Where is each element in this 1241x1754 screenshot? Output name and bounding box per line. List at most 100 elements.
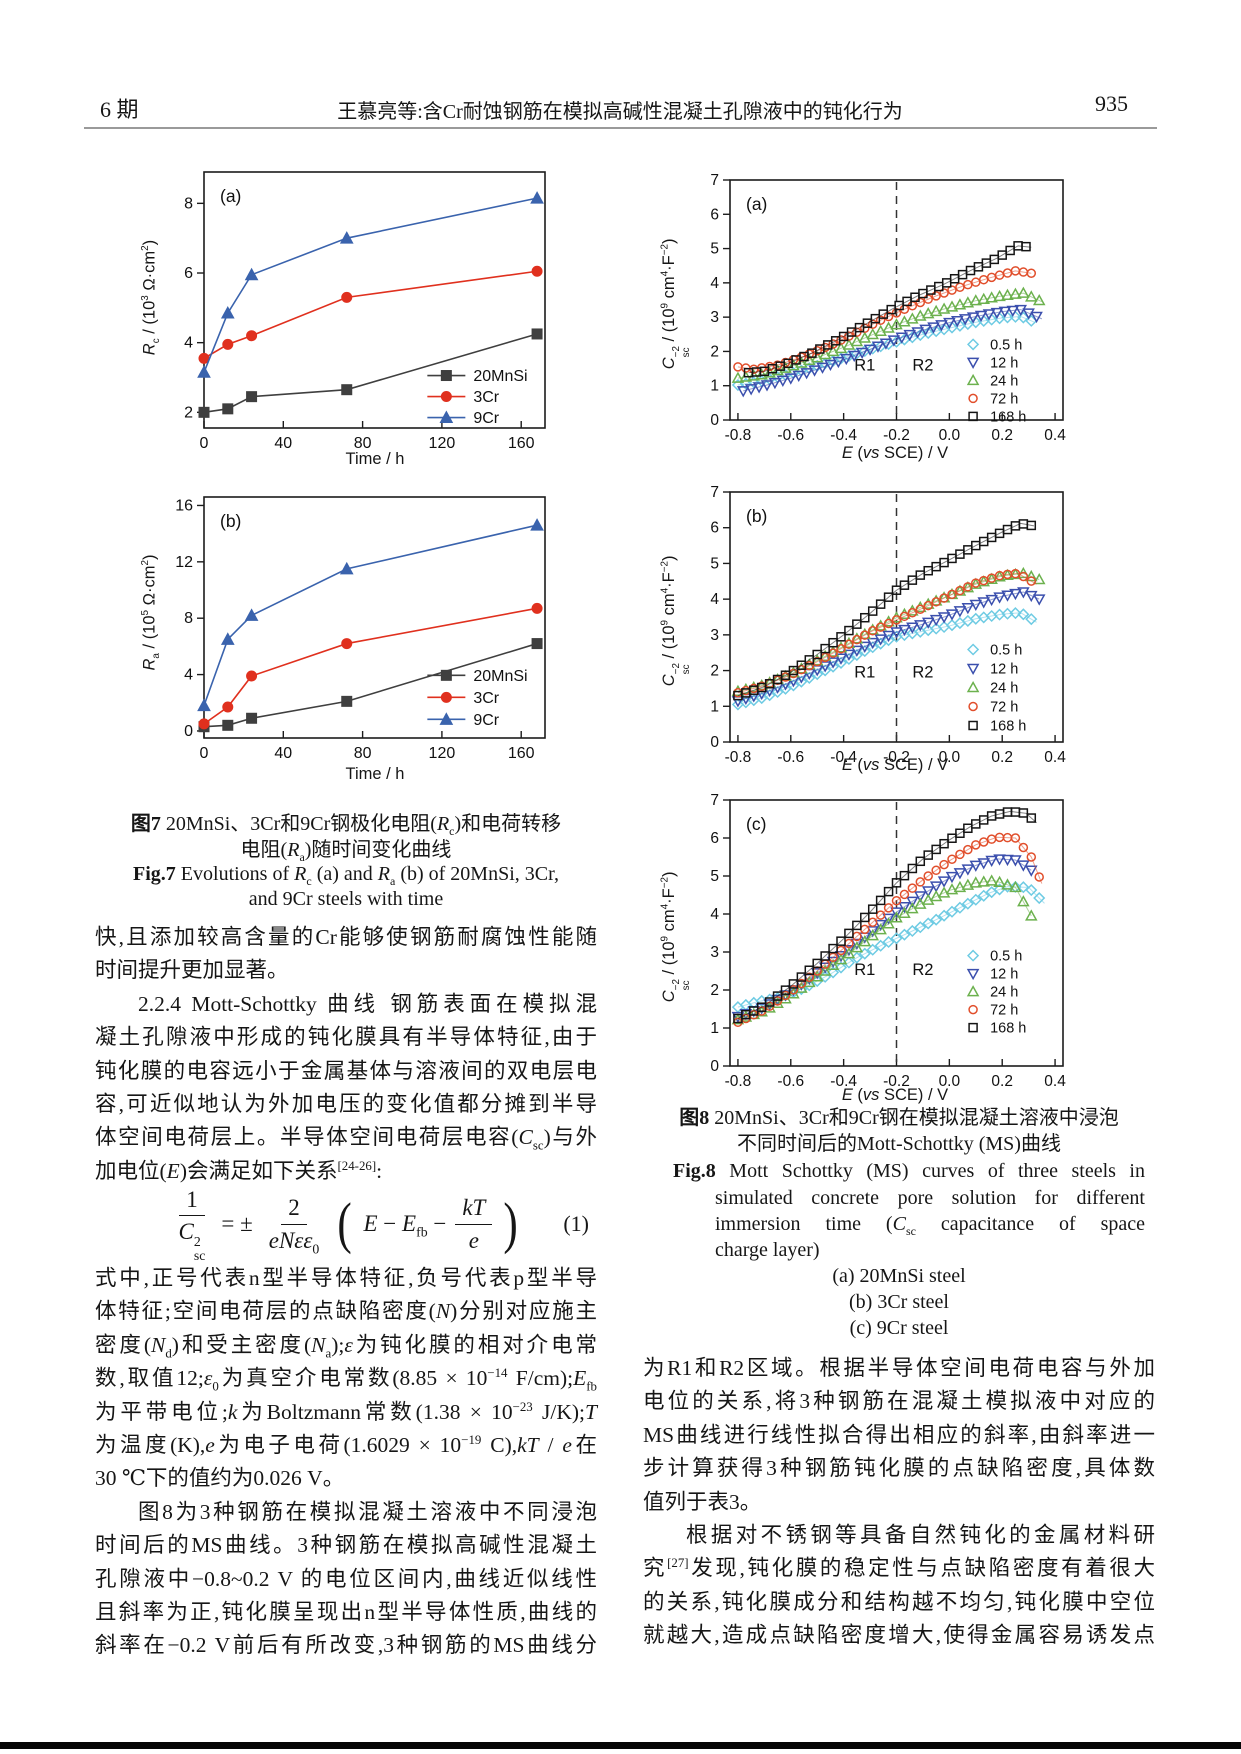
right-column-text: 为R1和R2区域。根据半导体空间电荷电容与外加 电位的关系,将3种钢筋在混凝土模拟… — [643, 1352, 1155, 1653]
svg-text:-0.6: -0.6 — [777, 749, 804, 766]
svg-text:40: 40 — [274, 745, 292, 762]
svg-text:0: 0 — [184, 723, 193, 740]
svg-text:0.0: 0.0 — [939, 427, 961, 444]
svg-text:2: 2 — [184, 404, 193, 421]
svg-text:-0.4: -0.4 — [830, 427, 857, 444]
svg-text:1: 1 — [710, 378, 719, 395]
svg-text:R2: R2 — [912, 961, 933, 979]
fig8b-mott-schottky-chart-3cr: -0.8 -0.6 -0.4 -0.2 0.0 0.2 0.4 0 1 2 3 4 5 6 7 R1 R2 (b)… — [660, 462, 1110, 768]
fig8-caption-en-line3: immersion time (Csc capacitance of space — [715, 1213, 1146, 1238]
fig7b-x-axis-label: Time / h — [345, 765, 405, 783]
fig7-caption-en-line1: Fig.7 Evolutions of Rc (a) and Ra (b) of… — [133, 863, 559, 888]
text-line: 步计算获得3种钢筋钝化膜的点缺陷密度,具体数 — [643, 1456, 1155, 1481]
header-page-number: 935 — [1095, 91, 1128, 116]
fig8c-y-axis-label: C −2 sc / (109 cm4·F−2) — [659, 871, 692, 1003]
fig8-caption-zh-line2: 不同时间后的Mott-Schottky (MS)曲线 — [737, 1133, 1061, 1155]
svg-text:72 h: 72 h — [990, 391, 1018, 407]
svg-text:-0.8: -0.8 — [725, 427, 752, 444]
equation-1: 1 C 2 sc = ± 2 eNεε0 ( E − Efb − kT e ) (1… — [95, 1186, 597, 1262]
svg-text:-0.8: -0.8 — [725, 1073, 752, 1090]
equation-lhs-numerator: 1 — [179, 1186, 205, 1216]
equation-equals-sign: = ± — [221, 1211, 253, 1236]
text-line: 加电位(E)会满足如下关系[24-26]: — [95, 1158, 383, 1183]
svg-text:6: 6 — [710, 206, 719, 223]
svg-text:0.4: 0.4 — [1044, 427, 1066, 444]
svg-text:5: 5 — [710, 868, 719, 885]
svg-text:0.2: 0.2 — [991, 1073, 1013, 1090]
svg-text:168 h: 168 h — [990, 1021, 1026, 1037]
left-column-text-b: 式中,正号代表n型半导体特征,负号代表p型半导 体特征;空间电荷层的点缺陷密度(N… — [95, 1262, 597, 1663]
fig8-caption-sub-b: (b) 3Cr steel — [849, 1291, 949, 1313]
svg-text:9Cr: 9Cr — [473, 410, 499, 427]
svg-text:7: 7 — [710, 792, 719, 809]
svg-text:24 h: 24 h — [990, 373, 1018, 389]
svg-text:3: 3 — [710, 944, 719, 961]
text-line: 值列于表3。 — [643, 1489, 762, 1514]
svg-text:R1: R1 — [854, 961, 875, 979]
equation-rhs-fraction: 2 eNεε0 — [262, 1194, 327, 1257]
svg-text:12 h: 12 h — [990, 662, 1018, 678]
svg-text:-0.8: -0.8 — [725, 749, 752, 766]
svg-text:R2: R2 — [912, 664, 933, 682]
svg-text:3Cr: 3Cr — [473, 389, 499, 406]
svg-text:R1: R1 — [854, 356, 875, 374]
svg-text:120: 120 — [429, 435, 456, 452]
svg-text:168 h: 168 h — [990, 409, 1026, 425]
fig8b-y-axis-label: C −2 sc / (109 cm4·F−2) — [659, 555, 692, 687]
text-line: 的关系,钝化膜成分和结构越不均匀,钝化膜中空位 — [643, 1589, 1155, 1614]
svg-text:4: 4 — [710, 906, 719, 923]
text-line: 体空间电荷层上。半导体空间电荷层电容(Csc)与外 — [95, 1125, 597, 1153]
fig8-caption-en-line1: Fig.8 Mott Schottky (MS) curves of three… — [673, 1160, 1145, 1182]
svg-text:(b): (b) — [220, 511, 241, 531]
text-line: 为温度(K),e为电子电荷(1.6029 × 10−19 C),kT / e在 — [95, 1432, 597, 1458]
svg-text:80: 80 — [354, 745, 372, 762]
equation-rhs-numerator: 2 — [281, 1194, 307, 1225]
equation-number: (1) — [563, 1211, 589, 1236]
svg-text:24 h: 24 h — [990, 681, 1018, 697]
text-line: 电位的关系,将3种钢筋在混凝土模拟液中对应的 — [643, 1389, 1155, 1414]
fig8-caption-sub-c: (c) 9Cr steel — [849, 1317, 949, 1339]
svg-text:0.0: 0.0 — [939, 1073, 961, 1090]
text-line: 30 ℃下的值约为0.026 V。 — [95, 1466, 345, 1491]
svg-text:9Cr: 9Cr — [473, 712, 499, 729]
svg-text:0.5 h: 0.5 h — [990, 643, 1022, 659]
svg-text:72 h: 72 h — [990, 1003, 1018, 1019]
equation-rhs-denominator: eNεε0 — [268, 1227, 320, 1257]
fig8c-x-axis-label: E (vs SCE) / V — [841, 1086, 949, 1104]
fig7-caption-zh-line1: 图7 20MnSi、3Cr和9Cr钢极化电阻(Rc)和电荷转移 — [130, 813, 562, 838]
svg-text:12 h: 12 h — [990, 967, 1018, 983]
text-line: 式中,正号代表n型半导体特征,负号代表p型半导 — [95, 1266, 597, 1290]
svg-text:R1: R1 — [854, 664, 875, 682]
svg-text:0.5 h: 0.5 h — [990, 949, 1022, 965]
header-issue: 6 期 — [100, 97, 139, 122]
fig8-caption-en-line4: charge layer) — [715, 1239, 820, 1261]
fig7a-polarization-resistance-chart: 0 40 80 120 160 2 4 6 8 (a) 20MnSi 3Cr 9Cr — [140, 148, 572, 460]
fig7-caption-zh-line2: 电阻(Ra)随时间变化曲线 — [240, 839, 452, 864]
fig8a-y-axis-label: C −2 sc / (109 cm4·F−2) — [659, 238, 692, 370]
text-line: 体特征;空间电荷层的点缺陷密度(N)分别对应施主 — [95, 1299, 597, 1324]
svg-text:2: 2 — [710, 982, 719, 999]
svg-text:0.2: 0.2 — [991, 749, 1013, 766]
svg-text:40: 40 — [274, 435, 292, 452]
fig7b-charge-transfer-resistance-chart: 0 40 80 120 160 0 4 8 12 16 (b) 20MnSi 3Cr 9Cr — [140, 440, 572, 766]
text-line: 图8为3种钢筋在模拟混凝土溶液中不同浸泡 — [138, 1499, 597, 1524]
text-line: 时间后的MS曲线。3种钢筋在模拟高碱性混凝土 — [95, 1533, 597, 1558]
fig7-caption-en-line2: and 9Cr steels with time — [248, 888, 444, 910]
svg-text:80: 80 — [354, 435, 372, 452]
text-line: 钝化膜的电容远小于金属基体与溶液间的双电层电 — [95, 1058, 597, 1083]
text-line: MS曲线进行线性拟合得出相应的斜率,由斜率进一 — [643, 1422, 1155, 1447]
svg-text:8: 8 — [184, 195, 193, 212]
fig8a-mott-schottky-chart-20mnsi: -0.8 -0.6 -0.4 -0.2 0.0 0.2 0.4 0 1 2 3 4 5 6 7 R1 R2 (a)… — [660, 150, 1110, 452]
header-rule — [84, 127, 1157, 129]
svg-text:3: 3 — [710, 627, 719, 644]
text-line: 密度(Nd)和受主密度(Na);ε为钝化膜的相对介电常 — [95, 1332, 597, 1361]
text-line: 2.2.4 Mott-Schottky 曲线 钢筋表面在模拟混 — [138, 991, 597, 1016]
text-line: 就越大,造成点缺陷密度增大,使得金属容易诱发点 — [643, 1623, 1155, 1648]
equation-kt-numerator: kT — [455, 1194, 493, 1225]
svg-text:0: 0 — [200, 745, 209, 762]
svg-text:5: 5 — [710, 555, 719, 572]
equation-kt-over-e-fraction: kT e — [455, 1194, 493, 1253]
svg-text:8: 8 — [184, 610, 193, 627]
svg-text:(a): (a) — [746, 194, 767, 214]
